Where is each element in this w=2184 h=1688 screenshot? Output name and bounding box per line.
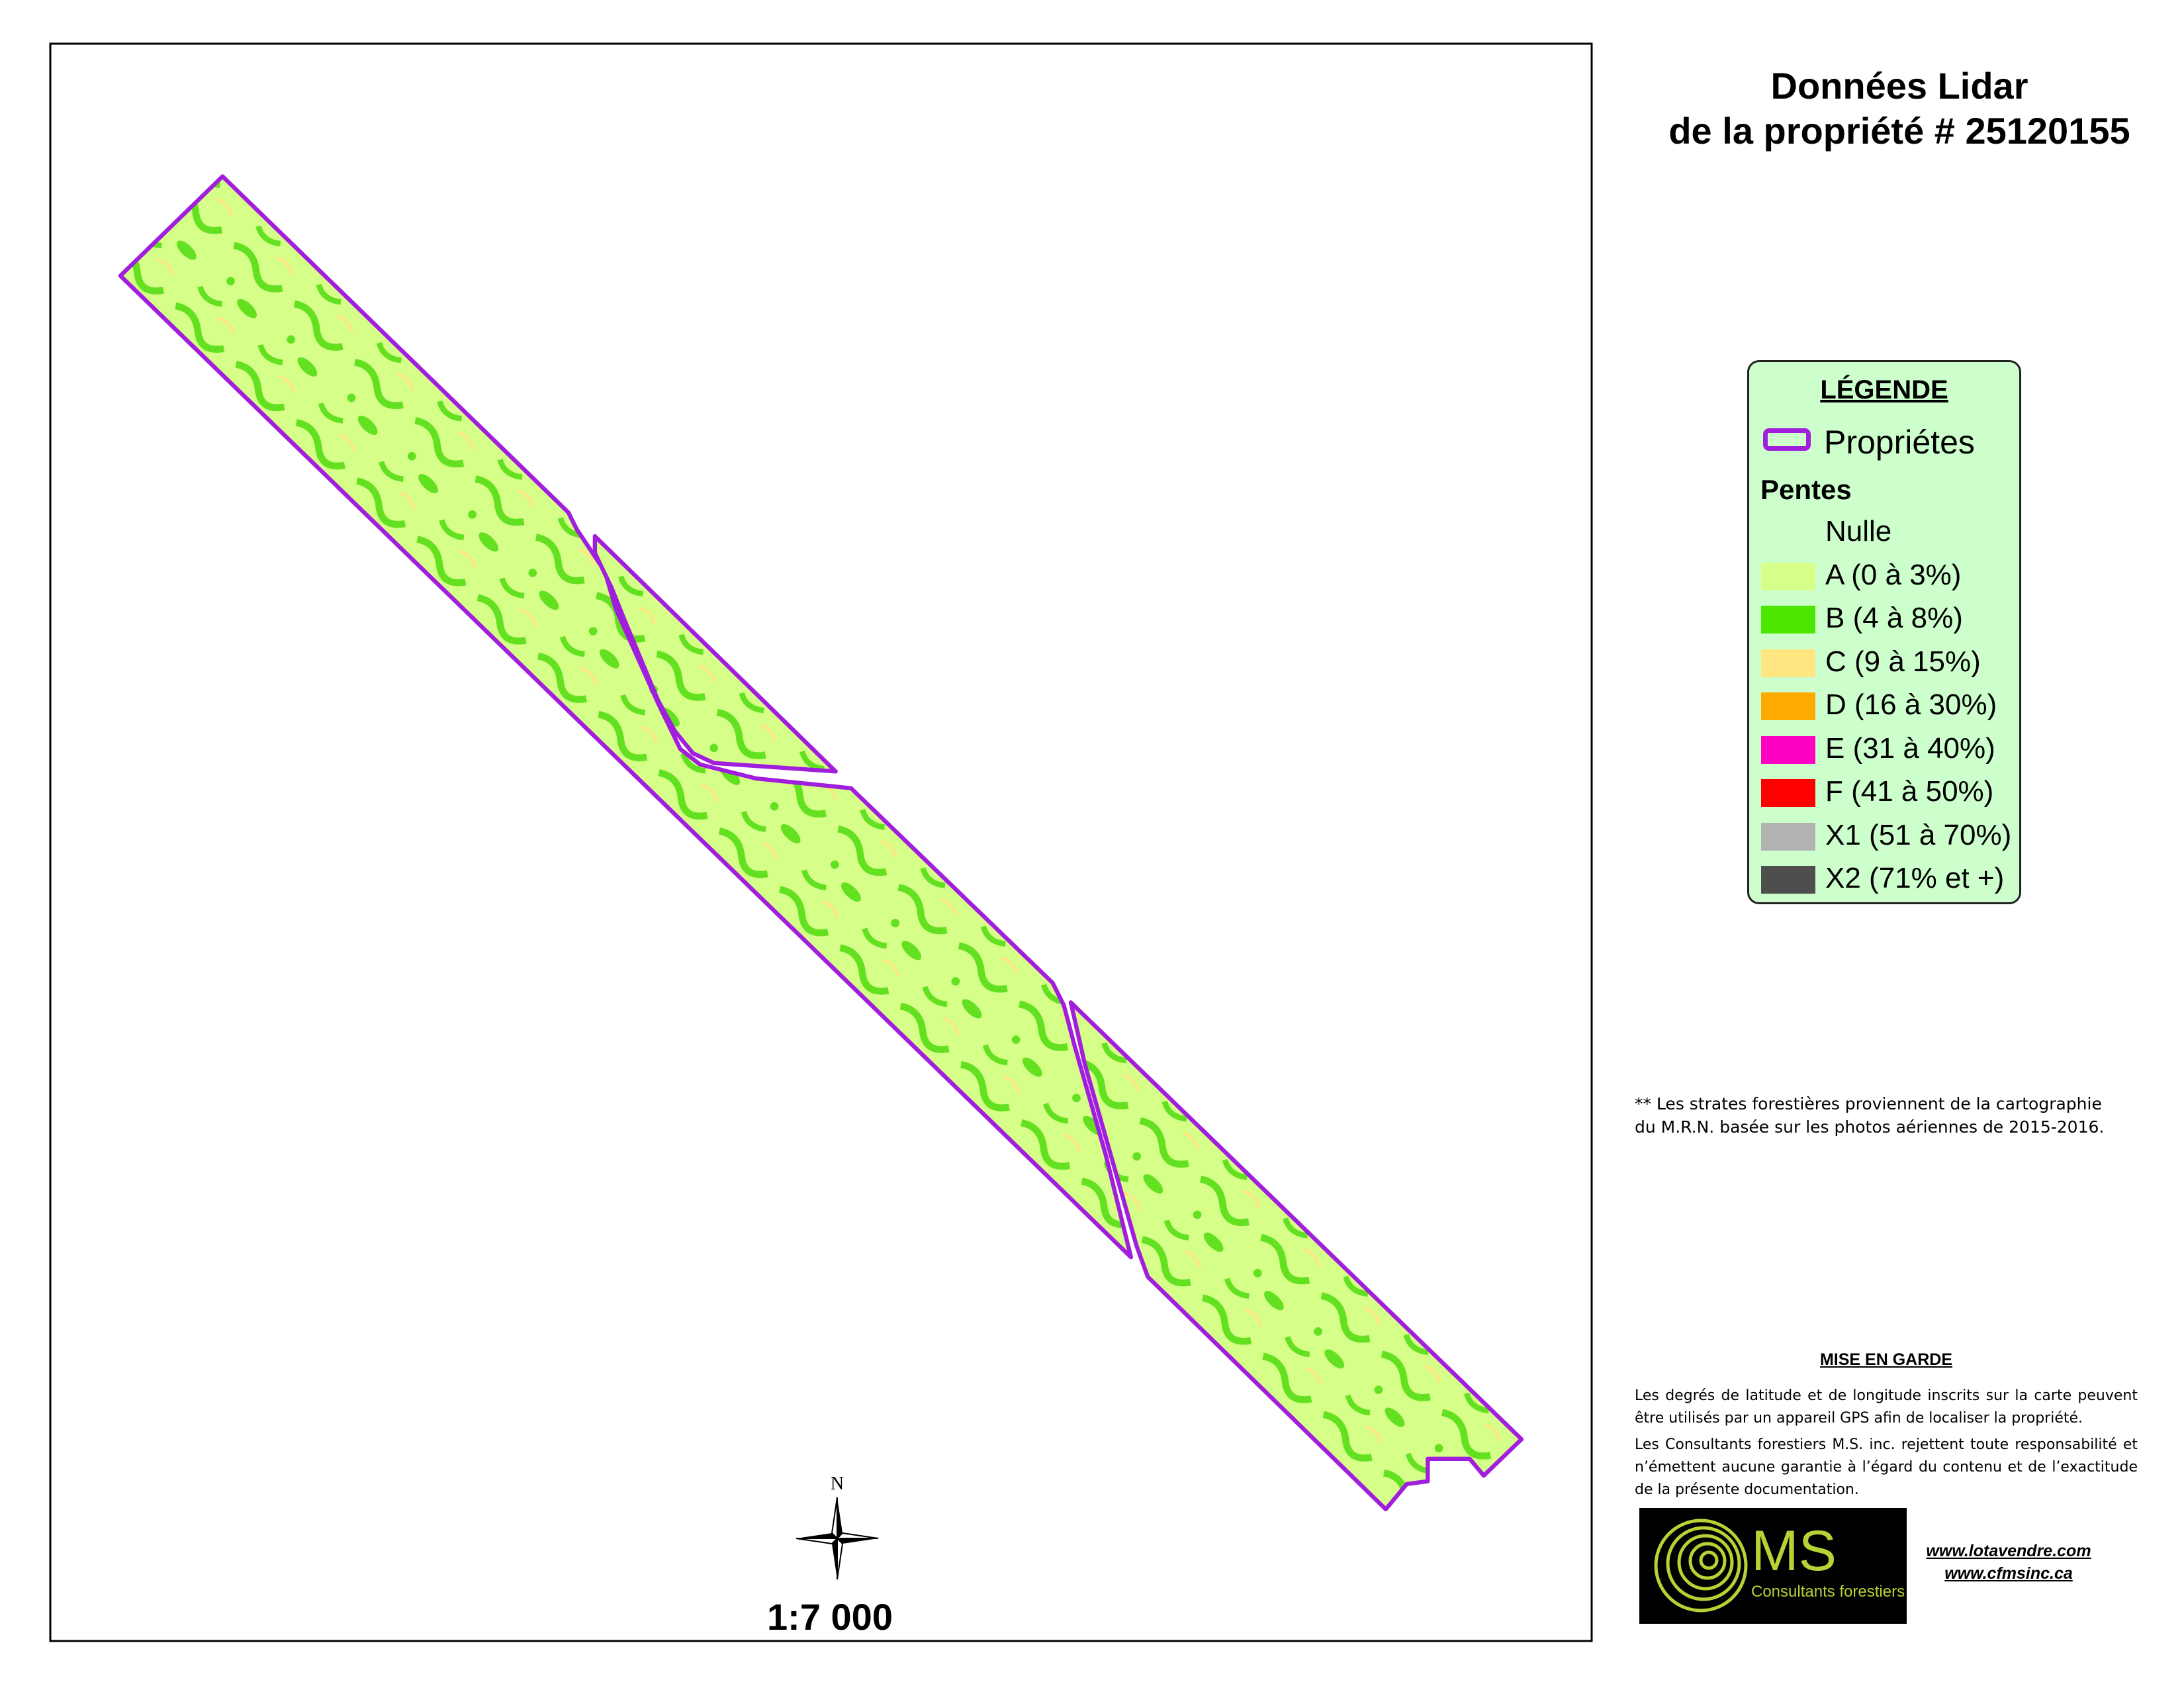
- legend-swatch: [1761, 822, 1815, 851]
- legend: LÉGENDE Propriétes Pentes Nulle A (0 à 3%) B …: [1747, 360, 2021, 904]
- map-scale: 1:7 000: [767, 1596, 893, 1638]
- legend-label: X1 (51 à 70%): [1825, 818, 2012, 851]
- legend-label: F (41 à 50%): [1825, 775, 1994, 808]
- logo: MS Consultants forestiers: [1639, 1508, 1907, 1624]
- legend-swatch: [1761, 562, 1815, 590]
- map-title: Données Lidar de la propriété # 25120155: [1615, 64, 2184, 154]
- legend-label: E (31 à 40%): [1825, 731, 1995, 765]
- north-label: N: [831, 1474, 844, 1494]
- title-line: Données Lidar: [1770, 65, 2028, 107]
- parcel: [592, 534, 838, 774]
- legend-boundary-label: Propriétes: [1824, 424, 1975, 461]
- legend-swatch: [1761, 692, 1815, 720]
- legend-section: Pentes: [1760, 474, 1852, 505]
- legend-swatch: [1761, 735, 1815, 764]
- warning-paragraph: Les Consultants forestiers M.S. inc. rej…: [1635, 1436, 2138, 1498]
- source-note: ** Les strates forestières proviennent d…: [1635, 1092, 2104, 1139]
- warning-title: MISE EN GARDE: [1819, 1350, 1953, 1369]
- legend-label: A (0 à 3%): [1825, 558, 1962, 591]
- note-line: ** Les strates forestières proviennent d…: [1635, 1094, 2102, 1113]
- legend-swatch: [1761, 779, 1815, 807]
- legend-label: B (4 à 8%): [1825, 602, 1963, 634]
- legend-label: X2 (71% et +): [1825, 862, 2005, 894]
- link: www.lotavendre.com: [1926, 1542, 2091, 1560]
- warning-paragraph: Les degrés de latitude et de longitude i…: [1635, 1387, 2138, 1427]
- legend-swatch: [1761, 866, 1815, 894]
- title-line: de la propriété # 25120155: [1668, 110, 2130, 152]
- legend-label: C (9 à 15%): [1825, 645, 1981, 678]
- legend-swatch: [1761, 606, 1815, 633]
- legend-swatch: [1761, 649, 1815, 677]
- parcel: [1068, 1000, 1524, 1512]
- logo-mark: MS: [1751, 1519, 1837, 1583]
- link: www.cfmsinc.ca: [1944, 1564, 2073, 1583]
- legend-title: LÉGENDE: [1820, 375, 1948, 404]
- property-parcels: [118, 174, 1524, 1512]
- legend-boundary-swatch: [1763, 428, 1811, 451]
- note-line: du M.R.N. basée sur les photos aériennes…: [1635, 1117, 2105, 1137]
- parcel: [118, 174, 1134, 1260]
- links: www.lotavendre.com www.cfmsinc.ca: [1919, 1540, 2098, 1585]
- legend-label: D (16 à 30%): [1825, 688, 1997, 721]
- logo-text: Consultants forestiers: [1751, 1583, 1905, 1601]
- legend-label: Nulle: [1825, 515, 1892, 547]
- north-arrow: [796, 1497, 879, 1580]
